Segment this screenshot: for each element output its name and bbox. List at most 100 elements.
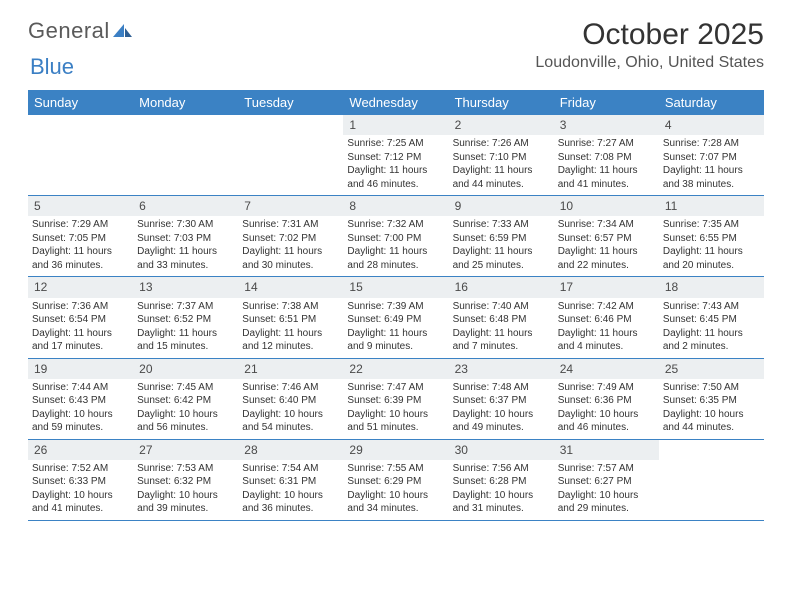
sunset-text: Sunset: 6:40 PM [242, 394, 339, 408]
sunrise-text: Sunrise: 7:56 AM [453, 462, 550, 476]
daylight-text: Daylight: 10 hours and 39 minutes. [137, 489, 234, 516]
day-number: 29 [343, 440, 448, 460]
daylight-text: Daylight: 11 hours and 36 minutes. [32, 245, 129, 272]
day-cell [28, 115, 133, 195]
day-info: Sunrise: 7:25 AMSunset: 7:12 PMDaylight:… [343, 137, 448, 195]
day-number: 16 [449, 277, 554, 297]
daylight-text: Daylight: 10 hours and 46 minutes. [558, 408, 655, 435]
day-cell: 8Sunrise: 7:32 AMSunset: 7:00 PMDaylight… [343, 196, 448, 276]
logo-sail-icon [112, 22, 134, 40]
day-cell: 18Sunrise: 7:43 AMSunset: 6:45 PMDayligh… [659, 277, 764, 357]
day-number: 5 [28, 196, 133, 216]
sunset-text: Sunset: 6:55 PM [663, 232, 760, 246]
weekday-col: Sunday [28, 90, 133, 115]
day-info: Sunrise: 7:54 AMSunset: 6:31 PMDaylight:… [238, 462, 343, 520]
day-number: 26 [28, 440, 133, 460]
day-info: Sunrise: 7:56 AMSunset: 6:28 PMDaylight:… [449, 462, 554, 520]
weekday-col: Tuesday [238, 90, 343, 115]
daylight-text: Daylight: 11 hours and 30 minutes. [242, 245, 339, 272]
day-number: 13 [133, 277, 238, 297]
daylight-text: Daylight: 11 hours and 4 minutes. [558, 327, 655, 354]
daylight-text: Daylight: 11 hours and 41 minutes. [558, 164, 655, 191]
sunrise-text: Sunrise: 7:52 AM [32, 462, 129, 476]
day-cell [659, 440, 764, 520]
daylight-text: Daylight: 11 hours and 20 minutes. [663, 245, 760, 272]
daylight-text: Daylight: 10 hours and 49 minutes. [453, 408, 550, 435]
sunset-text: Sunset: 6:35 PM [663, 394, 760, 408]
day-info: Sunrise: 7:31 AMSunset: 7:02 PMDaylight:… [238, 218, 343, 276]
day-cell: 6Sunrise: 7:30 AMSunset: 7:03 PMDaylight… [133, 196, 238, 276]
day-number: 4 [659, 115, 764, 135]
sunrise-text: Sunrise: 7:33 AM [453, 218, 550, 232]
daylight-text: Daylight: 10 hours and 41 minutes. [32, 489, 129, 516]
daylight-text: Daylight: 11 hours and 12 minutes. [242, 327, 339, 354]
day-info: Sunrise: 7:30 AMSunset: 7:03 PMDaylight:… [133, 218, 238, 276]
location-text: Loudonville, Ohio, United States [535, 54, 764, 72]
daylight-text: Daylight: 11 hours and 15 minutes. [137, 327, 234, 354]
day-info: Sunrise: 7:35 AMSunset: 6:55 PMDaylight:… [659, 218, 764, 276]
day-info: Sunrise: 7:40 AMSunset: 6:48 PMDaylight:… [449, 300, 554, 358]
day-cell: 24Sunrise: 7:49 AMSunset: 6:36 PMDayligh… [554, 359, 659, 439]
daylight-text: Daylight: 11 hours and 22 minutes. [558, 245, 655, 272]
day-cell: 10Sunrise: 7:34 AMSunset: 6:57 PMDayligh… [554, 196, 659, 276]
day-info: Sunrise: 7:50 AMSunset: 6:35 PMDaylight:… [659, 381, 764, 439]
day-cell: 12Sunrise: 7:36 AMSunset: 6:54 PMDayligh… [28, 277, 133, 357]
day-info: Sunrise: 7:43 AMSunset: 6:45 PMDaylight:… [659, 300, 764, 358]
sunset-text: Sunset: 6:57 PM [558, 232, 655, 246]
day-info: Sunrise: 7:37 AMSunset: 6:52 PMDaylight:… [133, 300, 238, 358]
sunset-text: Sunset: 7:00 PM [347, 232, 444, 246]
day-info: Sunrise: 7:26 AMSunset: 7:10 PMDaylight:… [449, 137, 554, 195]
day-cell [238, 115, 343, 195]
sunrise-text: Sunrise: 7:34 AM [558, 218, 655, 232]
sunrise-text: Sunrise: 7:40 AM [453, 300, 550, 314]
sunrise-text: Sunrise: 7:28 AM [663, 137, 760, 151]
day-cell: 22Sunrise: 7:47 AMSunset: 6:39 PMDayligh… [343, 359, 448, 439]
daylight-text: Daylight: 11 hours and 38 minutes. [663, 164, 760, 191]
day-number: 28 [238, 440, 343, 460]
day-number: 24 [554, 359, 659, 379]
day-number: 11 [659, 196, 764, 216]
sunrise-text: Sunrise: 7:42 AM [558, 300, 655, 314]
daylight-text: Daylight: 10 hours and 36 minutes. [242, 489, 339, 516]
sunrise-text: Sunrise: 7:48 AM [453, 381, 550, 395]
sunset-text: Sunset: 6:32 PM [137, 475, 234, 489]
sunset-text: Sunset: 6:43 PM [32, 394, 129, 408]
day-info: Sunrise: 7:28 AMSunset: 7:07 PMDaylight:… [659, 137, 764, 195]
sunrise-text: Sunrise: 7:29 AM [32, 218, 129, 232]
sunrise-text: Sunrise: 7:27 AM [558, 137, 655, 151]
day-cell: 13 Sunrise: 7:37 AMSunset: 6:52 PMDayligh… [133, 277, 238, 357]
day-cell: 29Sunrise: 7:55 AMSunset: 6:29 PMDayligh… [343, 440, 448, 520]
day-cell: 25Sunrise: 7:50 AMSunset: 6:35 PMDayligh… [659, 359, 764, 439]
week-row: 12Sunrise: 7:36 AMSunset: 6:54 PMDayligh… [28, 277, 764, 358]
day-number: 21 [238, 359, 343, 379]
sunrise-text: Sunrise: 7:49 AM [558, 381, 655, 395]
sunset-text: Sunset: 6:51 PM [242, 313, 339, 327]
sunrise-text: Sunrise: 7:38 AM [242, 300, 339, 314]
day-number: 30 [449, 440, 554, 460]
day-info: Sunrise: 7:34 AMSunset: 6:57 PMDaylight:… [554, 218, 659, 276]
calendar-page: General October 2025 Loudonville, Ohio, … [0, 0, 792, 521]
daylight-text: Daylight: 11 hours and 2 minutes. [663, 327, 760, 354]
weekday-col: Thursday [449, 90, 554, 115]
day-number: 3 [554, 115, 659, 135]
day-cell: 15Sunrise: 7:39 AMSunset: 6:49 PMDayligh… [343, 277, 448, 357]
day-cell: 9Sunrise: 7:33 AMSunset: 6:59 PMDaylight… [449, 196, 554, 276]
day-cell: 20Sunrise: 7:45 AMSunset: 6:42 PMDayligh… [133, 359, 238, 439]
sunset-text: Sunset: 7:07 PM [663, 151, 760, 165]
daylight-text: Daylight: 11 hours and 17 minutes. [32, 327, 129, 354]
day-info: Sunrise: 7:49 AMSunset: 6:36 PMDaylight:… [554, 381, 659, 439]
day-number: 12 [28, 277, 133, 297]
brand-logo: General [28, 18, 134, 44]
sunrise-text: Sunrise: 7:31 AM [242, 218, 339, 232]
brand-part2: Blue [30, 54, 74, 79]
day-number: 9 [449, 196, 554, 216]
weekday-header: Sunday Monday Tuesday Wednesday Thursday… [28, 90, 764, 115]
month-title: October 2025 [535, 18, 764, 52]
day-cell: 28Sunrise: 7:54 AMSunset: 6:31 PMDayligh… [238, 440, 343, 520]
day-info: Sunrise: 7:52 AMSunset: 6:33 PMDaylight:… [28, 462, 133, 520]
sunrise-text: Sunrise: 7:32 AM [347, 218, 444, 232]
sunrise-text: Sunrise: 7:46 AM [242, 381, 339, 395]
day-info: Sunrise: 7:42 AMSunset: 6:46 PMDaylight:… [554, 300, 659, 358]
day-number: 25 [659, 359, 764, 379]
day-info: Sunrise: 7:33 AMSunset: 6:59 PMDaylight:… [449, 218, 554, 276]
